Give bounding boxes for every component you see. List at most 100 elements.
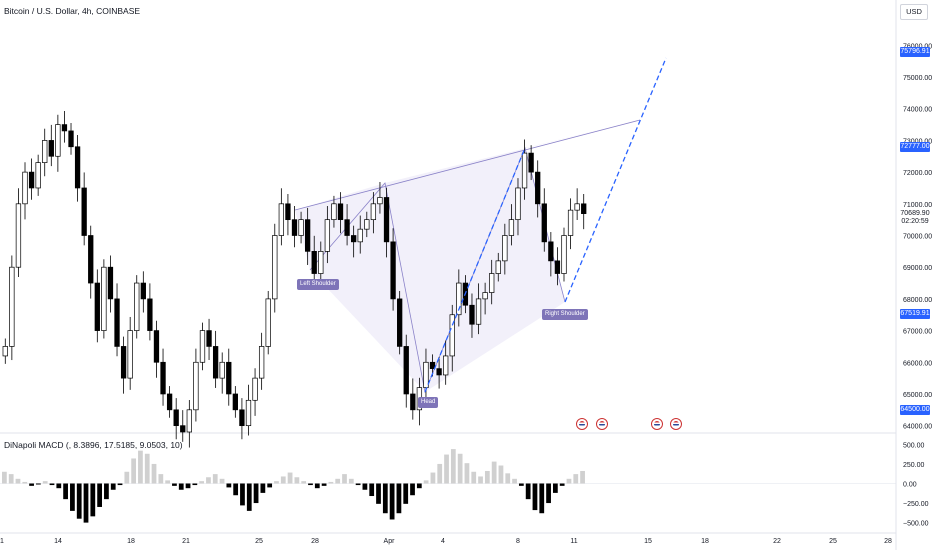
candle-body <box>351 235 357 243</box>
macd-bar <box>546 483 551 504</box>
candle <box>199 322 206 371</box>
head-and-shoulders-pattern[interactable] <box>294 119 641 394</box>
candle-body <box>101 266 107 331</box>
macd-bar <box>580 470 585 484</box>
candle-body <box>475 298 482 325</box>
candle-body <box>357 228 363 243</box>
candle <box>475 283 482 335</box>
candle-body <box>245 399 252 427</box>
macd-bar <box>512 478 517 484</box>
candle-body <box>68 130 74 148</box>
macd-bar <box>416 483 422 489</box>
macd-bar <box>471 471 477 484</box>
macd-bar <box>260 483 266 493</box>
price-tick-label: 68000.00 <box>903 297 932 304</box>
us-event-icon[interactable] <box>576 418 588 430</box>
macd-bar <box>192 483 198 486</box>
macd-bar <box>233 483 239 496</box>
candle-body <box>390 241 396 300</box>
candle-body <box>469 304 475 325</box>
candle-body <box>94 282 100 331</box>
candle <box>9 255 15 361</box>
macd-tick-label: −500.00 <box>903 521 929 528</box>
candle <box>35 154 41 196</box>
macd-bar <box>505 473 511 484</box>
price-tag: 70689.90 <box>900 208 930 219</box>
candle-body <box>278 203 285 236</box>
macd-bar <box>573 474 579 484</box>
candle <box>219 352 225 394</box>
candle <box>581 193 587 230</box>
candle-body <box>311 251 317 274</box>
us-event-icon[interactable] <box>670 418 682 430</box>
candle <box>436 356 442 389</box>
candle-body <box>120 346 127 379</box>
us-event-icon[interactable] <box>596 418 608 430</box>
macd-bar <box>29 483 34 486</box>
candle <box>226 348 232 406</box>
macd-bar <box>464 463 470 484</box>
candle <box>383 187 390 258</box>
symbol-title[interactable]: Bitcoin / U.S. Dollar, 4h, COINBASE <box>4 6 141 16</box>
currency-button[interactable]: USD <box>900 4 928 20</box>
macd-bar <box>491 461 497 484</box>
macd-bar <box>144 453 150 484</box>
time-tick-label: 18 <box>701 538 709 545</box>
candle <box>311 235 317 284</box>
candle-body <box>134 282 140 331</box>
candle <box>94 269 100 343</box>
candle <box>186 399 192 448</box>
time-tick-label: 21 <box>182 538 190 545</box>
macd-bar <box>314 483 320 489</box>
time-tick-label: 18 <box>127 538 135 545</box>
candle <box>88 225 94 299</box>
candle-body <box>114 298 120 347</box>
macd-bar <box>410 483 415 496</box>
candle <box>489 259 495 305</box>
macd-bar <box>294 477 300 484</box>
candle <box>42 128 48 177</box>
candle-body <box>502 235 508 262</box>
time-tick-label: 25 <box>829 538 837 545</box>
candle <box>541 188 547 252</box>
candle <box>508 204 515 246</box>
candle <box>574 188 580 220</box>
candle-body <box>449 314 455 357</box>
candle-body <box>397 298 403 347</box>
candle <box>364 211 370 238</box>
macd-bar <box>206 477 211 484</box>
macd-bar <box>2 471 7 484</box>
candle <box>22 162 28 220</box>
macd-bar <box>525 483 531 500</box>
macd-bar <box>22 481 28 484</box>
candle-body <box>482 292 488 300</box>
candle-body <box>42 140 48 163</box>
candle <box>245 384 252 436</box>
candle <box>120 336 127 394</box>
candle <box>554 247 561 286</box>
macd-bar <box>498 465 504 484</box>
candle-body <box>508 219 515 236</box>
macd-bar <box>348 478 354 484</box>
macd-bar <box>70 483 75 511</box>
macd-bar <box>321 483 327 486</box>
macd-bar <box>117 483 123 486</box>
indicator-label[interactable]: DiNapoli MACD (, 8.3896, 17.5185, 9.0503… <box>4 440 183 450</box>
macd-tick-label: −250.00 <box>903 501 929 508</box>
candle <box>443 340 449 385</box>
candle <box>515 178 521 236</box>
macd-bar <box>457 453 463 484</box>
candle-body <box>193 361 199 411</box>
candle-body <box>521 152 528 189</box>
candle <box>272 223 278 313</box>
candle-body <box>81 187 87 236</box>
candle <box>535 160 541 218</box>
candle-body <box>581 203 587 214</box>
projection-lines[interactable] <box>424 57 667 393</box>
macd-bar <box>444 454 449 484</box>
us-event-icon[interactable] <box>651 418 663 430</box>
candle-body <box>495 260 501 274</box>
candle-body <box>147 298 153 331</box>
candle <box>351 225 357 258</box>
